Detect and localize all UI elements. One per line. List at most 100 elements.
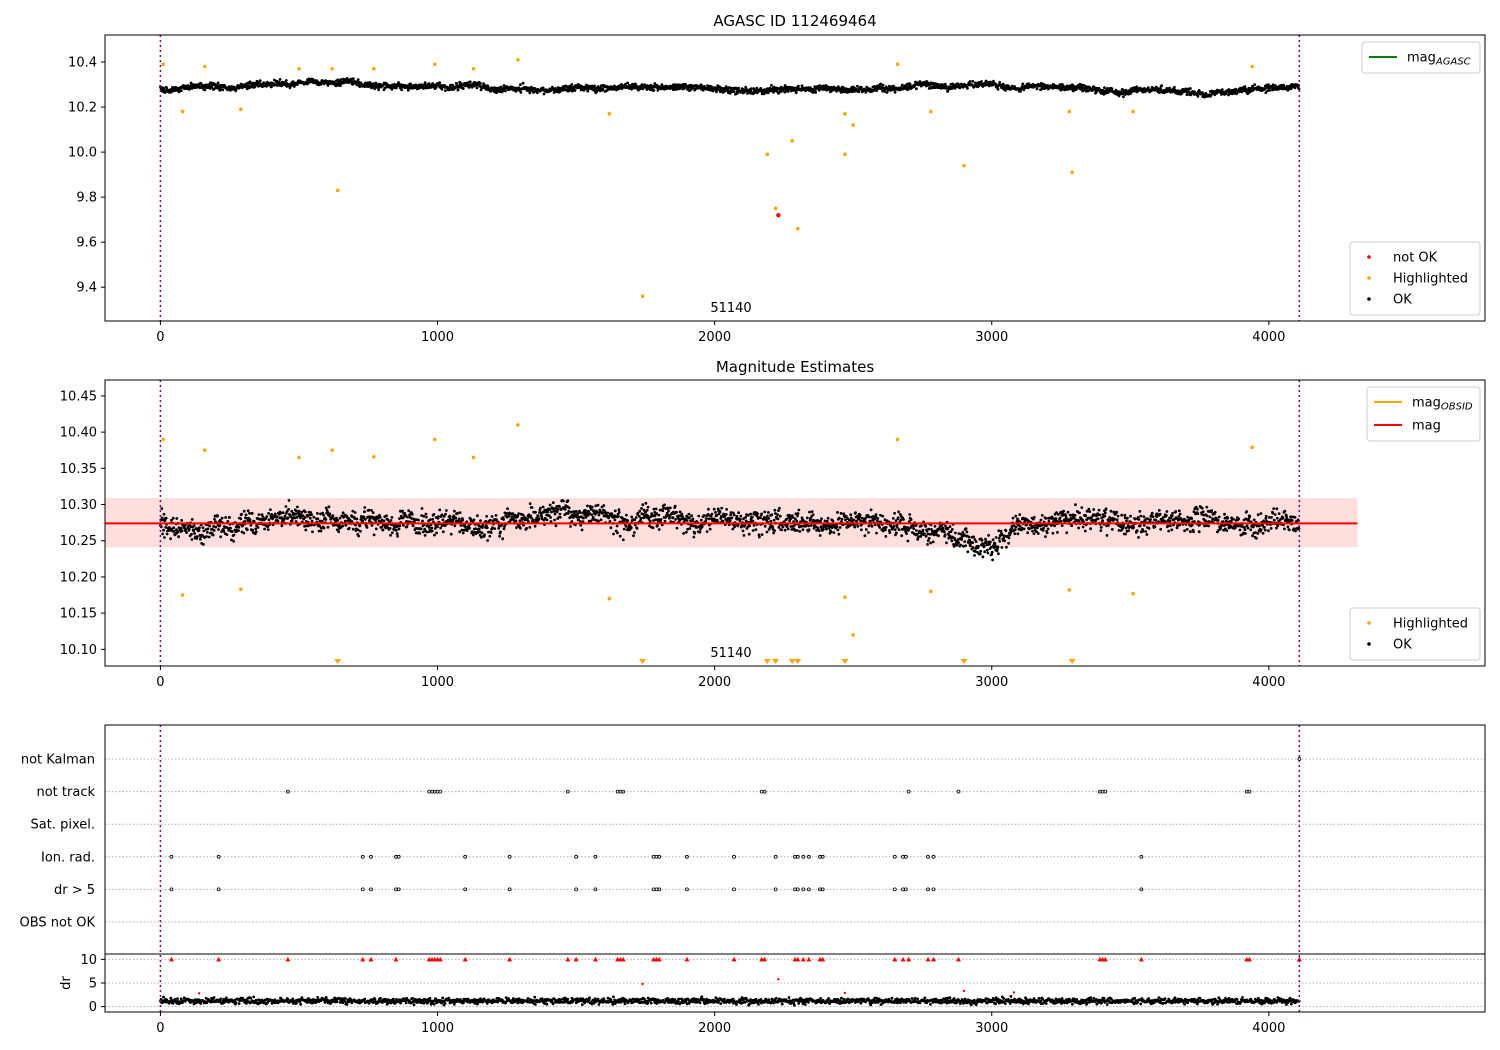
ok-point [430,529,434,533]
ok-point [292,85,296,88]
ok-point [167,526,171,529]
ok-point [708,527,712,531]
ok-point [1166,524,1170,528]
ok-point [521,81,525,85]
ok-point [310,519,314,523]
ok-point [419,527,423,531]
ok-point [230,530,234,533]
ok-point [394,529,398,532]
legend-point-swatch [1367,297,1371,301]
ok-point [690,514,693,518]
ok-point [876,517,880,520]
ok-point [966,87,969,90]
ok-point [1077,526,1080,530]
ok-point [760,533,764,536]
x-tick-label: 3000 [975,330,1008,345]
highlighted-point [765,152,770,157]
ok-point [786,527,790,531]
ok-point [739,514,743,518]
ok-point [990,553,994,556]
ok-point [927,527,931,531]
ok-point [924,525,928,528]
ok-point [707,507,710,511]
ok-point [254,530,258,534]
ok-point [483,533,486,537]
ok-point [548,503,552,507]
ok-point [275,515,279,519]
ok-point [996,87,1000,91]
ok-point [370,509,373,512]
ok-point [957,83,961,86]
ok-point [1142,524,1146,527]
ok-point [963,540,967,543]
ok-point [383,86,387,90]
ok-point [256,526,260,529]
ok-point [948,525,952,528]
ok-point [304,510,307,514]
ok-point [1070,524,1073,528]
ok-point [852,518,856,522]
ok-point [751,519,755,523]
ok-point [684,530,688,534]
ok-point [190,518,194,521]
ok-point [737,511,740,515]
ok-point [455,82,458,85]
ok-point [702,514,706,517]
ok-point [966,550,970,554]
ok-point [358,524,362,528]
ok-point [807,524,810,528]
ok-point [161,532,165,536]
ok-point [177,90,181,94]
ok-point [968,80,972,83]
ok-point [172,526,176,530]
ok-point [683,87,686,90]
ok-point [514,519,518,523]
ok-point [733,525,736,529]
ok-point [1110,528,1114,531]
ok-point [766,514,769,518]
ok-point [472,533,475,537]
ok-point [1032,515,1036,519]
ok-point [985,540,988,544]
ok-point [343,519,347,523]
ok-point [897,528,901,532]
ok-point [950,528,954,531]
ok-point [939,86,943,90]
ok-point [385,514,388,518]
ok-point [275,79,279,83]
ok-point [439,526,442,530]
ok-point [940,524,943,528]
highlighted-point [202,64,207,69]
ok-point [566,499,570,503]
ok-point [282,517,286,521]
ok-point [1149,518,1152,521]
ok-point [960,538,963,541]
ok-point [1098,513,1102,517]
ok-point [931,540,935,544]
ok-point [202,543,205,546]
ok-point [1021,82,1025,86]
x-tick-label: 1000 [421,675,454,690]
ok-point [316,512,319,515]
ok-point [991,538,995,542]
ok-point [941,526,945,530]
ok-point [632,534,635,538]
ok-point [310,513,313,516]
ok-point [185,531,189,534]
ok-point [982,544,986,548]
ok-point [808,510,811,514]
ok-point [1004,89,1007,92]
ok-point [870,524,874,528]
ok-point [703,85,706,88]
ok-point [485,526,489,530]
ok-point [1097,508,1101,512]
ok-point [798,530,802,533]
ok-point [554,524,558,528]
ok-point [926,543,929,546]
ok-point [881,514,885,518]
legend-point-swatch [1367,276,1371,280]
ok-point [795,529,799,532]
ok-point [1035,87,1039,91]
ok-point [883,90,887,93]
ok-point [457,517,461,521]
